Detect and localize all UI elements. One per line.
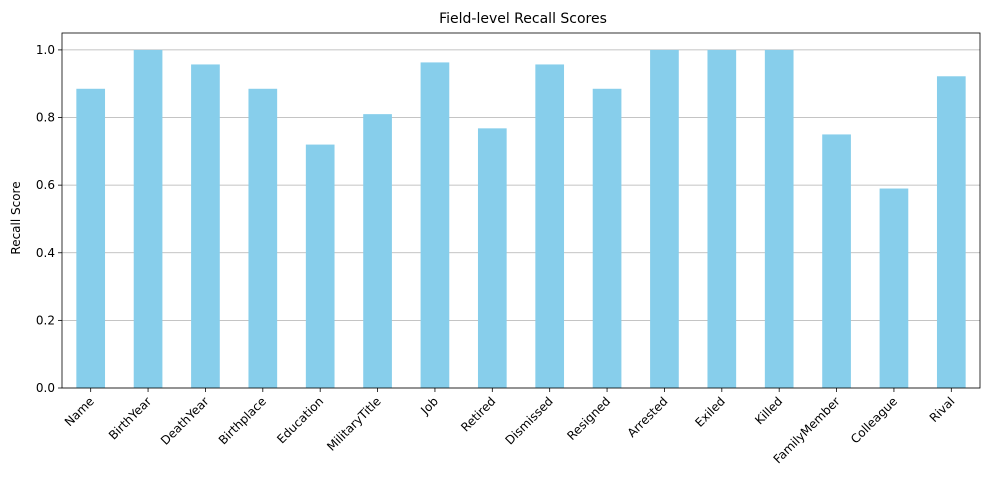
x-tick-label: DeathYear bbox=[158, 394, 212, 448]
bar-rival bbox=[936, 76, 966, 389]
x-tick-label: Resigned bbox=[564, 394, 613, 443]
x-tick-label: BirthYear bbox=[106, 394, 154, 442]
x-tick-label: Retired bbox=[458, 394, 498, 434]
bar-familymember bbox=[822, 134, 851, 388]
plot-frame bbox=[61, 32, 981, 389]
bar-exiled bbox=[707, 49, 737, 389]
x-tick-label: Killed bbox=[752, 394, 785, 427]
bar-retired bbox=[477, 128, 507, 389]
y-tick-label: 0.4 bbox=[36, 246, 55, 260]
bar-resigned bbox=[592, 88, 622, 389]
y-tick-label: 0.2 bbox=[36, 313, 55, 327]
bar-birthyear bbox=[133, 49, 163, 389]
bar-dismissed bbox=[535, 64, 565, 388]
x-tick-label: Job bbox=[417, 394, 441, 418]
y-tick-label: 0.0 bbox=[36, 381, 55, 395]
bar-birthplace bbox=[248, 88, 278, 389]
bar-education bbox=[305, 144, 335, 388]
y-axis-label: Recall Score bbox=[9, 181, 23, 254]
bars bbox=[76, 49, 966, 389]
bar-job bbox=[420, 62, 450, 389]
chart-title: Field-level Recall Scores bbox=[439, 11, 607, 27]
x-tick-label: Education bbox=[274, 394, 326, 446]
x-tick-label: MilitaryTitle bbox=[324, 394, 384, 454]
bar-name bbox=[76, 88, 106, 389]
x-tick-label: Exiled bbox=[692, 394, 728, 430]
x-tick-label: Name bbox=[62, 394, 97, 429]
x-tick-label: Dismissed bbox=[503, 394, 556, 447]
bar-deathyear bbox=[191, 64, 220, 388]
bar-arrested bbox=[650, 49, 679, 389]
bar-colleague bbox=[879, 188, 909, 388]
x-tick-label: Birthplace bbox=[216, 394, 269, 447]
bar-militarytitle bbox=[363, 114, 392, 389]
y-tick-label: 1.0 bbox=[36, 43, 55, 57]
y-tick-label: 0.6 bbox=[36, 178, 55, 192]
x-tick-label: Arrested bbox=[625, 394, 671, 440]
x-tick-label: Rival bbox=[927, 394, 958, 425]
x-tick-label: Colleague bbox=[848, 394, 900, 446]
y-tick-label: 0.8 bbox=[36, 111, 55, 125]
bar-killed bbox=[764, 49, 794, 389]
